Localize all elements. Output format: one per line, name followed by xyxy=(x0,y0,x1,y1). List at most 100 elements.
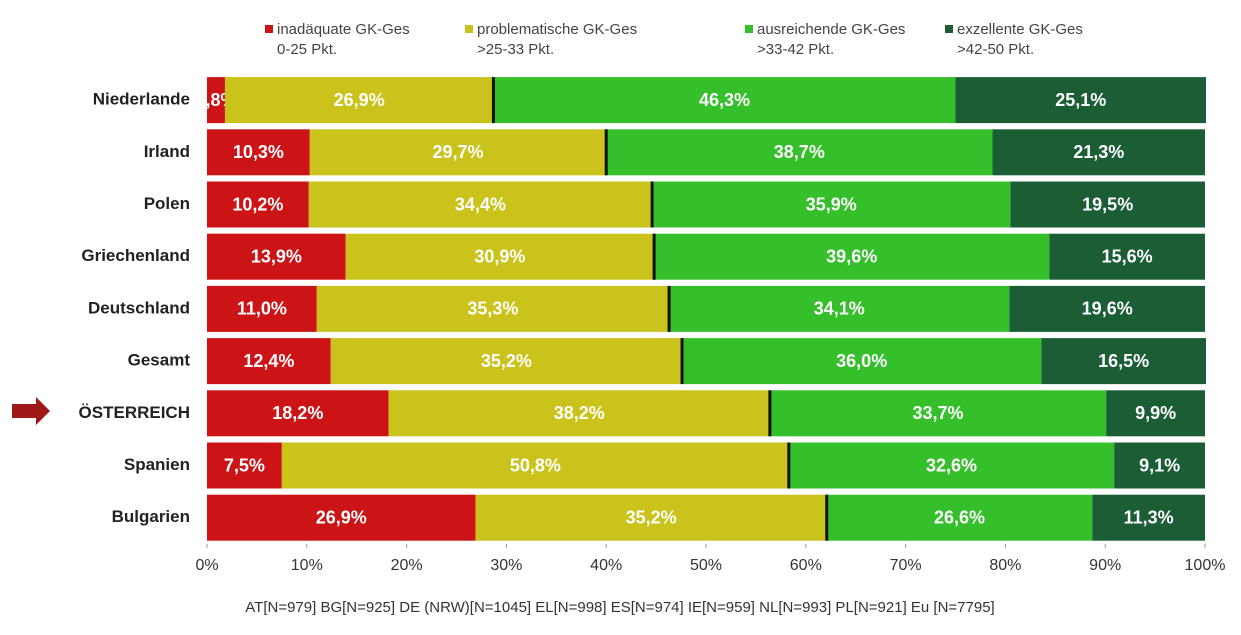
separator xyxy=(680,338,684,385)
value-label: 36,0% xyxy=(836,351,887,371)
bar-segment xyxy=(281,442,789,489)
bar-segment xyxy=(1049,233,1205,280)
legend-sublabel: >42-50 Pkt. xyxy=(957,41,1034,58)
value-label: 34,4% xyxy=(455,194,506,214)
value-label: 11,3% xyxy=(1124,507,1174,527)
bar-segment xyxy=(788,442,1115,489)
bar-segment xyxy=(1106,390,1205,437)
bar-segment xyxy=(207,442,282,489)
value-label: 34,1% xyxy=(814,299,865,319)
separator xyxy=(825,494,829,541)
value-label: 39,6% xyxy=(826,246,877,266)
value-label: 15,6% xyxy=(1102,246,1153,266)
category-label: Polen xyxy=(144,194,190,213)
bar-segment xyxy=(224,77,494,124)
bar-segment xyxy=(388,390,770,437)
value-label: 11,0% xyxy=(237,299,287,319)
value-label: 26,6% xyxy=(934,507,985,527)
bar-segment xyxy=(345,233,655,280)
legend-sublabel: >33-42 Pkt. xyxy=(757,41,834,58)
value-label: 10,2% xyxy=(232,194,283,214)
bar-segment xyxy=(654,233,1050,280)
value-label: 32,6% xyxy=(926,455,977,475)
value-label: 26,9% xyxy=(316,507,367,527)
bar-segment xyxy=(652,181,1011,228)
separator xyxy=(787,442,791,489)
separator xyxy=(650,181,654,228)
bar-segment xyxy=(606,129,993,176)
value-label: 35,3% xyxy=(467,299,518,319)
bar-segment xyxy=(308,181,653,228)
value-label: 19,5% xyxy=(1082,194,1133,214)
bar-segment xyxy=(207,233,346,280)
category-label: Niederlande xyxy=(93,90,190,109)
category-label: Bulgarien xyxy=(112,507,190,526)
bar-segment xyxy=(475,494,827,541)
category-label: Griechenland xyxy=(81,246,190,265)
value-label: 19,6% xyxy=(1082,299,1133,319)
bar-segment xyxy=(207,390,389,437)
bar-segment xyxy=(992,129,1205,176)
bar-segment xyxy=(669,285,1010,332)
x-tick-label: 80% xyxy=(989,557,1021,574)
bar-segment xyxy=(1010,181,1205,228)
x-tick-label: 0% xyxy=(195,557,218,574)
bar-segment xyxy=(207,285,317,332)
category-label: Spanien xyxy=(124,455,190,474)
separator xyxy=(491,77,495,124)
bar-segment xyxy=(826,494,1093,541)
bar-segment xyxy=(207,494,476,541)
bar-segment xyxy=(207,181,309,228)
value-label: 30,9% xyxy=(474,246,525,266)
value-label: 35,2% xyxy=(626,507,677,527)
value-label: 10,3% xyxy=(233,142,284,162)
bar-segment xyxy=(316,285,670,332)
value-label: 18,2% xyxy=(272,403,323,423)
bar-segment xyxy=(682,338,1042,385)
legend-swatch xyxy=(945,25,953,33)
bar-segment xyxy=(955,77,1206,124)
legend-sublabel: 0-25 Pkt. xyxy=(277,41,337,58)
x-tick-label: 100% xyxy=(1185,557,1226,574)
value-label: 16,5% xyxy=(1098,351,1149,371)
value-label: 9,9% xyxy=(1135,403,1176,423)
bar-segment xyxy=(493,77,956,124)
x-tick-label: 10% xyxy=(291,557,323,574)
bar-segment xyxy=(1092,494,1205,541)
highlight-arrow xyxy=(12,397,50,425)
bar-segment xyxy=(1114,442,1205,489)
value-label: 9,1% xyxy=(1139,455,1180,475)
separator xyxy=(604,129,608,176)
legend-swatch xyxy=(265,25,273,33)
category-label: ÖSTERREICH xyxy=(79,403,190,422)
value-label: 33,7% xyxy=(913,403,964,423)
value-label: 26,9% xyxy=(334,90,385,110)
legend-label: exzellente GK-Ges xyxy=(957,21,1083,38)
bar-segment xyxy=(309,129,607,176)
value-label: 21,3% xyxy=(1073,142,1124,162)
x-tick-label: 70% xyxy=(890,557,922,574)
value-label: 25,1% xyxy=(1055,90,1106,110)
separator xyxy=(667,285,671,332)
legend-swatch xyxy=(745,25,753,33)
legend-sublabel: >25-33 Pkt. xyxy=(477,41,554,58)
category-label: Irland xyxy=(144,142,190,161)
separator xyxy=(652,233,656,280)
value-label: 29,7% xyxy=(432,142,483,162)
x-tick-label: 30% xyxy=(490,557,522,574)
legend-label: problematische GK-Ges xyxy=(477,21,637,38)
x-tick-label: 60% xyxy=(790,557,822,574)
footnote: AT[N=979] BG[N=925] DE (NRW)[N=1045] EL[… xyxy=(245,599,994,616)
value-label: 13,9% xyxy=(251,246,302,266)
value-label: 12,4% xyxy=(243,351,294,371)
value-label: 46,3% xyxy=(699,90,750,110)
value-label: 50,8% xyxy=(510,455,561,475)
x-tick-label: 20% xyxy=(391,557,423,574)
bar-segment xyxy=(1041,338,1206,385)
bar-segment xyxy=(330,338,683,385)
category-label: Deutschland xyxy=(88,298,190,317)
separator xyxy=(768,390,772,437)
category-label: Gesamt xyxy=(128,351,191,370)
value-label: 35,2% xyxy=(481,351,532,371)
